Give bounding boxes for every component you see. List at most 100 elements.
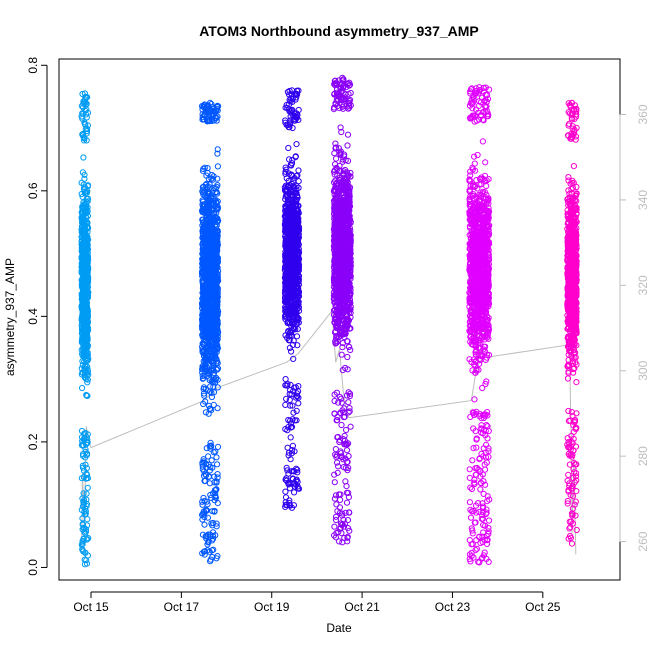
data-point bbox=[338, 421, 345, 429]
data-point bbox=[214, 405, 221, 412]
data-point bbox=[207, 439, 214, 446]
data-point bbox=[84, 270, 91, 277]
data-point bbox=[78, 209, 86, 216]
data-point bbox=[82, 272, 90, 279]
data-point bbox=[79, 169, 87, 176]
data-point bbox=[81, 175, 88, 182]
secondary-series-line bbox=[81, 309, 577, 555]
data-point bbox=[84, 122, 92, 129]
data-point bbox=[83, 274, 90, 281]
data-point bbox=[80, 249, 88, 256]
data-point bbox=[81, 556, 88, 563]
data-point bbox=[84, 439, 91, 446]
data-point bbox=[201, 521, 208, 528]
data-point bbox=[84, 198, 91, 205]
data-point bbox=[333, 155, 340, 162]
data-point bbox=[347, 346, 354, 354]
data-point bbox=[84, 320, 91, 327]
data-point bbox=[331, 523, 338, 530]
data-point bbox=[84, 379, 91, 386]
data-point bbox=[81, 524, 88, 532]
data-point bbox=[204, 514, 211, 521]
data-point bbox=[210, 361, 217, 368]
data-point bbox=[201, 164, 208, 171]
series-5 bbox=[466, 84, 493, 566]
data-point bbox=[84, 431, 91, 438]
data-point bbox=[214, 163, 221, 170]
data-point bbox=[343, 447, 351, 454]
secondary-series-layer bbox=[81, 309, 577, 555]
data-point bbox=[344, 353, 351, 361]
data-point bbox=[282, 488, 289, 495]
data-point bbox=[84, 342, 92, 349]
data-point bbox=[82, 99, 89, 106]
data-point bbox=[84, 343, 91, 350]
data-point bbox=[79, 327, 86, 334]
data-point bbox=[333, 501, 340, 508]
points-layer bbox=[78, 74, 580, 568]
data-point bbox=[80, 250, 87, 257]
data-point bbox=[199, 167, 206, 174]
data-point bbox=[343, 499, 351, 506]
data-point bbox=[82, 238, 89, 245]
data-point bbox=[282, 401, 289, 408]
series-3 bbox=[281, 87, 303, 511]
data-point bbox=[199, 498, 206, 505]
data-point bbox=[79, 131, 86, 138]
data-point bbox=[344, 142, 351, 149]
data-point bbox=[80, 154, 87, 161]
data-point bbox=[83, 244, 90, 251]
data-point bbox=[214, 461, 221, 468]
data-point bbox=[78, 238, 85, 245]
data-point bbox=[331, 150, 338, 157]
data-point bbox=[214, 384, 221, 391]
data-point bbox=[343, 426, 350, 434]
series-1 bbox=[78, 90, 92, 568]
data-point bbox=[82, 508, 90, 515]
data-point bbox=[83, 306, 90, 313]
data-point bbox=[82, 259, 89, 266]
data-point bbox=[345, 399, 352, 406]
data-point bbox=[471, 396, 478, 403]
data-point bbox=[336, 504, 343, 511]
data-point bbox=[337, 496, 344, 503]
data-point bbox=[214, 182, 221, 189]
data-point bbox=[79, 384, 86, 392]
data-point bbox=[285, 144, 292, 152]
data-point bbox=[80, 501, 87, 508]
data-point bbox=[287, 434, 294, 441]
data-point bbox=[81, 98, 88, 105]
data-point bbox=[207, 445, 214, 452]
data-point bbox=[339, 539, 346, 546]
data-point bbox=[81, 434, 88, 442]
data-point bbox=[82, 369, 89, 376]
data-point bbox=[84, 516, 91, 523]
data-point bbox=[82, 316, 89, 323]
data-point bbox=[82, 93, 89, 101]
data-point bbox=[293, 141, 300, 148]
series-4 bbox=[330, 74, 354, 546]
data-point bbox=[345, 343, 352, 350]
data-point bbox=[83, 220, 91, 228]
y-axis-title: asymmetry_937_AMP bbox=[3, 258, 17, 376]
data-point bbox=[79, 338, 86, 345]
data-point bbox=[78, 442, 86, 449]
data-point bbox=[205, 453, 212, 460]
data-point bbox=[80, 199, 87, 206]
data-point bbox=[81, 282, 88, 289]
data-point bbox=[79, 495, 86, 502]
data-point bbox=[84, 484, 91, 491]
data-point bbox=[81, 561, 89, 568]
data-point bbox=[82, 222, 89, 229]
data-point bbox=[80, 536, 87, 543]
data-point bbox=[291, 489, 298, 496]
data-point bbox=[84, 332, 91, 339]
data-point bbox=[79, 215, 86, 222]
chart-title: ATOM3 Northbound asymmetry_937_AMP bbox=[199, 23, 479, 39]
data-point bbox=[78, 541, 85, 548]
data-point bbox=[79, 546, 86, 553]
data-point bbox=[83, 214, 90, 222]
data-point bbox=[78, 264, 85, 271]
data-point bbox=[85, 535, 92, 542]
